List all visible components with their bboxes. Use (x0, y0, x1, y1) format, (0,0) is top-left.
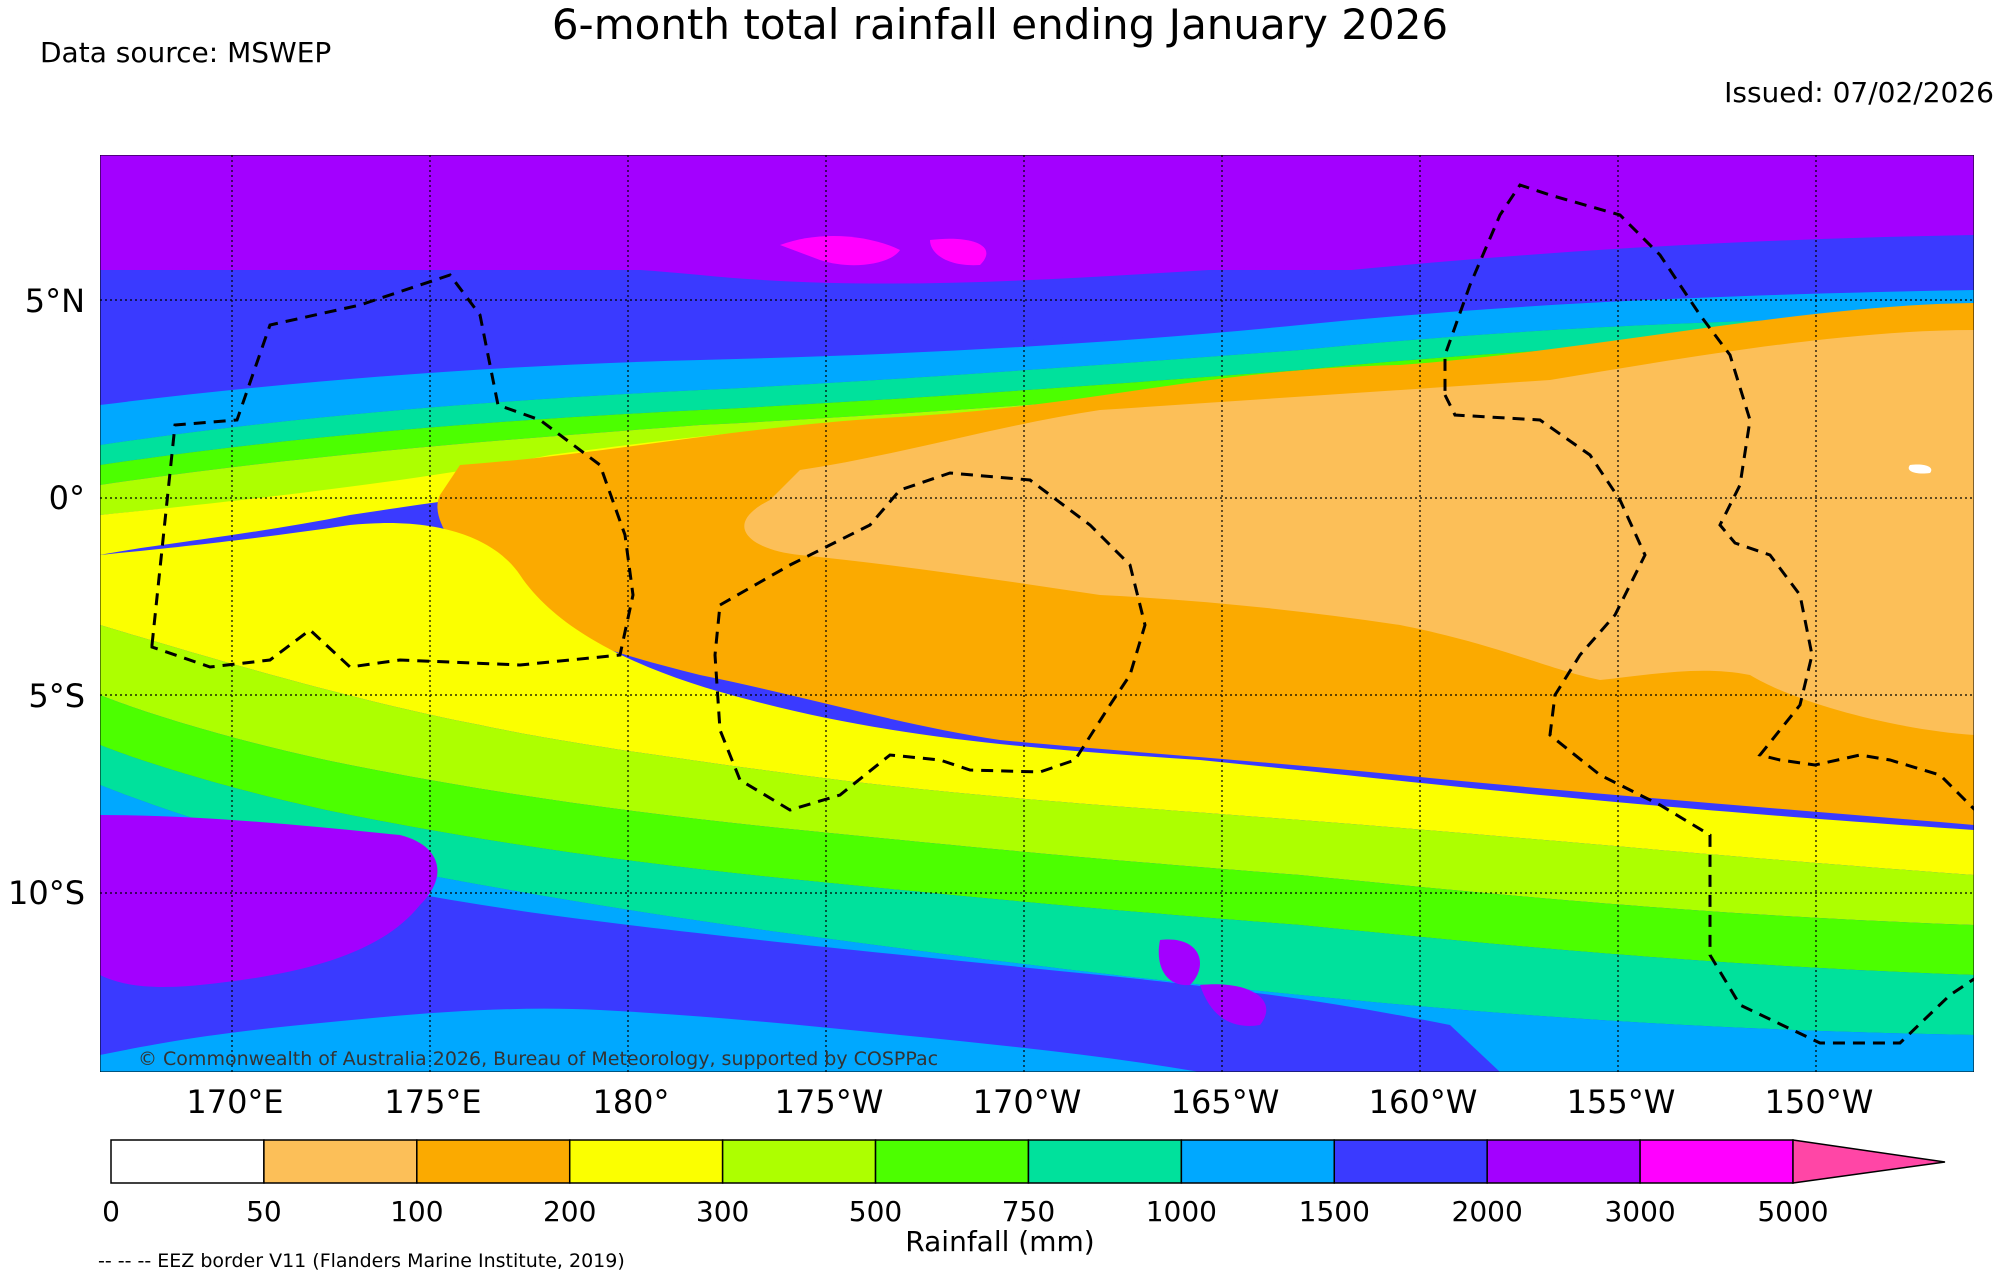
lat-label-0: 0° (48, 479, 85, 517)
colorbar-tick-label: 200 (542, 1195, 597, 1228)
issued-date: Issued: 07/02/2026 (1724, 76, 1994, 109)
lon-label-155w: 155°W (1566, 1083, 1676, 1121)
colorbar-tick-label: 50 (246, 1195, 282, 1228)
colorbar-cell (263, 1139, 418, 1184)
colorbar-cell (1639, 1139, 1794, 1184)
magenta-patch-north (780, 235, 900, 266)
lon-label-150w: 150°W (1764, 1083, 1874, 1121)
rainfall-map: © Commonwealth of Australia 2026, Bureau… (100, 155, 1974, 1072)
colorbar-extend-arrow (1792, 1139, 1946, 1184)
colorbar-title: Rainfall (mm) (905, 1225, 1095, 1258)
page-title: 6-month total rainfall ending January 20… (551, 0, 1449, 49)
rainfall-field (100, 155, 1974, 1072)
colorbar-cell (416, 1139, 571, 1184)
copyright-text: © Commonwealth of Australia 2026, Bureau… (138, 1048, 938, 1070)
band-50-100 (744, 330, 1974, 735)
colorbar-tick-label: 300 (695, 1195, 750, 1228)
colorbar-cell (1027, 1139, 1183, 1184)
lat-label-10s: 10°S (7, 874, 85, 912)
colorbar-tick-label: 750 (1001, 1195, 1056, 1228)
colorbar-cell (874, 1139, 1030, 1184)
colorbar-cell (1180, 1139, 1336, 1184)
colorbar-cell (721, 1139, 877, 1184)
lon-label-165w: 165°W (1170, 1083, 1280, 1121)
colorbar-tick-label: 3000 (1604, 1195, 1676, 1228)
colorbar-cell (110, 1139, 265, 1184)
colorbar-tick-label: 0 (102, 1195, 120, 1228)
colorbar-cell (568, 1139, 724, 1184)
graticule (100, 155, 1974, 1072)
colorbar (110, 1139, 1946, 1184)
eez-border-line-islands (1443, 183, 1974, 1045)
eez-border-kiribati-gilbert (150, 273, 635, 669)
colorbar-tick-label: 2000 (1451, 1195, 1523, 1228)
lon-label-170e: 170°E (186, 1083, 284, 1121)
lat-label-5n: 5°N (24, 282, 85, 320)
colorbar-tick-label: 5000 (1757, 1195, 1829, 1228)
lon-label-175e: 175°E (384, 1083, 482, 1121)
colorbar-tick-label: 1000 (1145, 1195, 1217, 1228)
lat-label-5s: 5°S (28, 677, 85, 715)
eez-border-tokelau-phoenix (713, 471, 1147, 812)
colorbar-tick-label: 500 (848, 1195, 903, 1228)
eez-borders (150, 183, 1974, 1045)
eez-border-note: -- -- -- EEZ border V11 (Flanders Marine… (98, 1250, 625, 1272)
lon-label-175w: 175°W (774, 1083, 884, 1121)
colorbar-tick-label: 1500 (1298, 1195, 1370, 1228)
lon-label-180: 180° (592, 1083, 670, 1121)
purple-patch-sw (100, 815, 438, 987)
lon-label-160w: 160°W (1368, 1083, 1478, 1121)
colorbar-cell (1486, 1139, 1641, 1184)
colorbar-tick-label: 100 (390, 1195, 444, 1228)
data-source-label: Data source: MSWEP (40, 36, 332, 69)
colorbar-cells (110, 1139, 1794, 1184)
colorbar-cell (1333, 1139, 1488, 1184)
lon-label-170w: 170°W (972, 1083, 1082, 1121)
